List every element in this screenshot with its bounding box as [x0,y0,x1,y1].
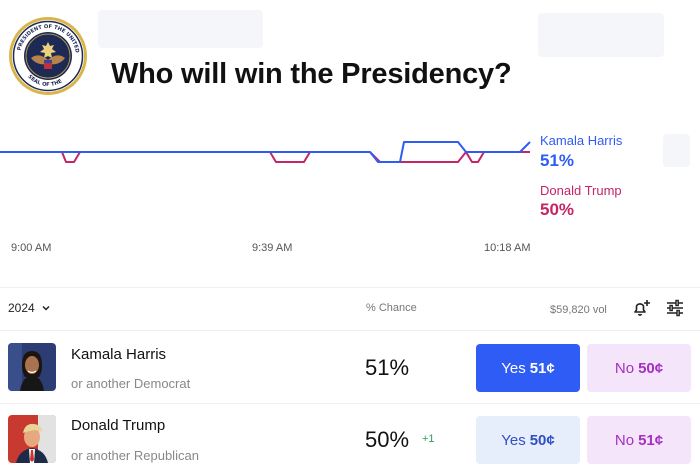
yes-label: Yes [501,359,526,377]
no-label: No [614,431,635,449]
outcome-chance: 51% [365,355,410,380]
placeholder-block [538,13,664,57]
divider [0,330,700,331]
volume-label: $59,820 vol [550,304,607,316]
no-price: 51¢ [638,431,664,449]
candidate-name: Donald Trump [71,417,166,434]
avatar-trump [8,415,56,463]
time-label: 9:00 AM [11,242,52,254]
buy-no-button[interactable]: No 51¢ [587,416,691,464]
year-label: 2024 [8,301,35,315]
chance-delta: +1 [422,433,435,445]
yes-price: 51¢ [529,359,555,377]
divider [0,287,700,288]
bell-plus-icon[interactable] [630,297,652,319]
sliders-icon[interactable] [664,297,686,319]
candidate-subtitle: or another Republican [71,448,199,463]
time-label: 9:39 AM [252,242,293,254]
candidate-name: Kamala Harris [71,346,167,363]
outcome-chance: 50% [365,427,410,452]
legend-value-harris: 51% [540,151,575,170]
yes-label: Yes [501,431,526,449]
series-line-kamala-harris [0,141,531,163]
placeholder-block [663,134,690,167]
divider [0,403,700,404]
time-label: 10:18 AM [484,242,531,254]
legend-value-trump: 50% [540,200,575,219]
legend-name-trump: Donald Trump [540,183,622,198]
candidate-subtitle: or another Democrat [71,376,191,391]
presidential-seal-icon: PRESIDENT OF THE UNITED STATES SEAL OF T… [8,16,87,95]
placeholder-block [98,10,263,48]
chance-column-header: % Chance [366,302,417,314]
buy-yes-button[interactable]: Yes 50¢ [476,416,580,464]
chevron-down-icon [42,305,50,311]
legend-name-harris: Kamala Harris [540,133,623,148]
no-label: No [614,359,635,377]
buy-no-button[interactable]: No 50¢ [587,344,691,392]
no-price: 50¢ [638,359,664,377]
yes-price: 50¢ [529,431,555,449]
buy-yes-button[interactable]: Yes 51¢ [476,344,580,392]
year-selector[interactable]: 2024 [8,301,51,315]
series-line-donald-trump [0,151,530,163]
avatar-harris [8,343,56,391]
probability-chart[interactable] [0,125,540,185]
page-title: Who will win the Presidency? [111,58,512,90]
